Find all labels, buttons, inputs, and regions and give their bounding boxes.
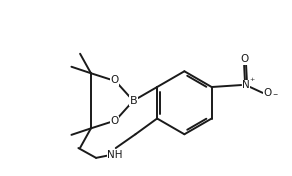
Text: N: N [242, 80, 250, 90]
Text: O: O [110, 117, 119, 127]
Text: O: O [240, 54, 248, 64]
Text: O: O [264, 88, 272, 98]
Text: B: B [129, 96, 137, 106]
Text: NH: NH [107, 150, 123, 160]
Text: $^+$: $^+$ [248, 77, 256, 86]
Text: O: O [110, 75, 119, 85]
Text: $^-$: $^-$ [271, 90, 279, 99]
